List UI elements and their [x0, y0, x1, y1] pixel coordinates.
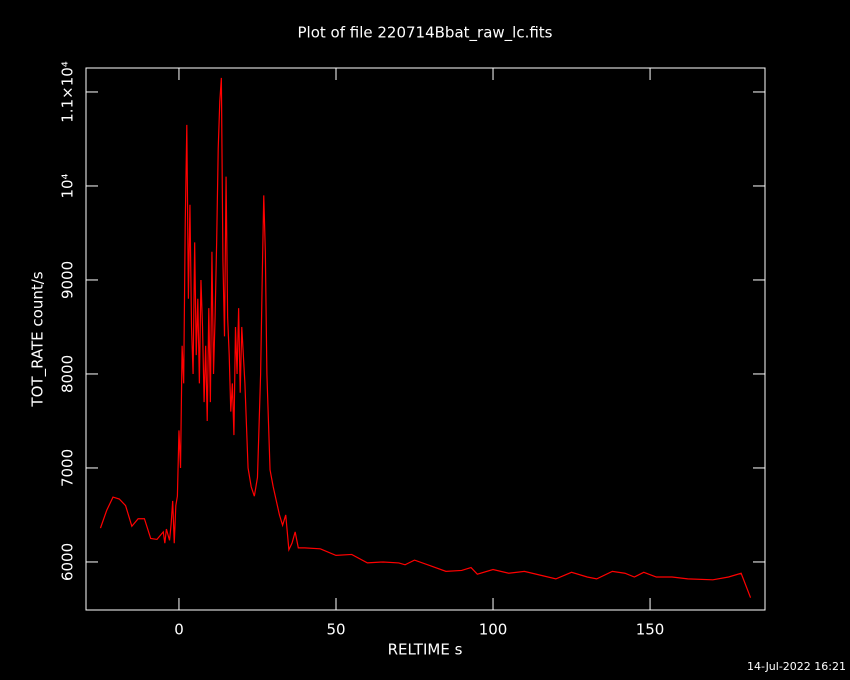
y-axis-label: TOT_RATE count/s [29, 271, 48, 407]
x-tick-label: 100 [479, 621, 508, 639]
y-tick-label: 1.1×10⁴ [59, 61, 77, 123]
y-tick-label: 6000 [59, 543, 77, 581]
x-tick-label: 0 [174, 621, 184, 639]
x-tick-label: 150 [636, 621, 665, 639]
chart-title: Plot of file 220714Bbat_raw_lc.fits [298, 24, 553, 43]
data-line [99, 77, 752, 598]
x-axis-label: RELTIME s [388, 641, 463, 659]
y-tick-label: 7000 [59, 449, 77, 487]
y-tick-label: 9000 [59, 261, 77, 299]
x-tick-label: 50 [326, 621, 345, 639]
y-tick-label: 10⁴ [59, 173, 77, 198]
y-tick-label: 8000 [59, 355, 77, 393]
plot-frame [85, 67, 766, 611]
timestamp: 14-Jul-2022 16:21 [747, 660, 846, 673]
